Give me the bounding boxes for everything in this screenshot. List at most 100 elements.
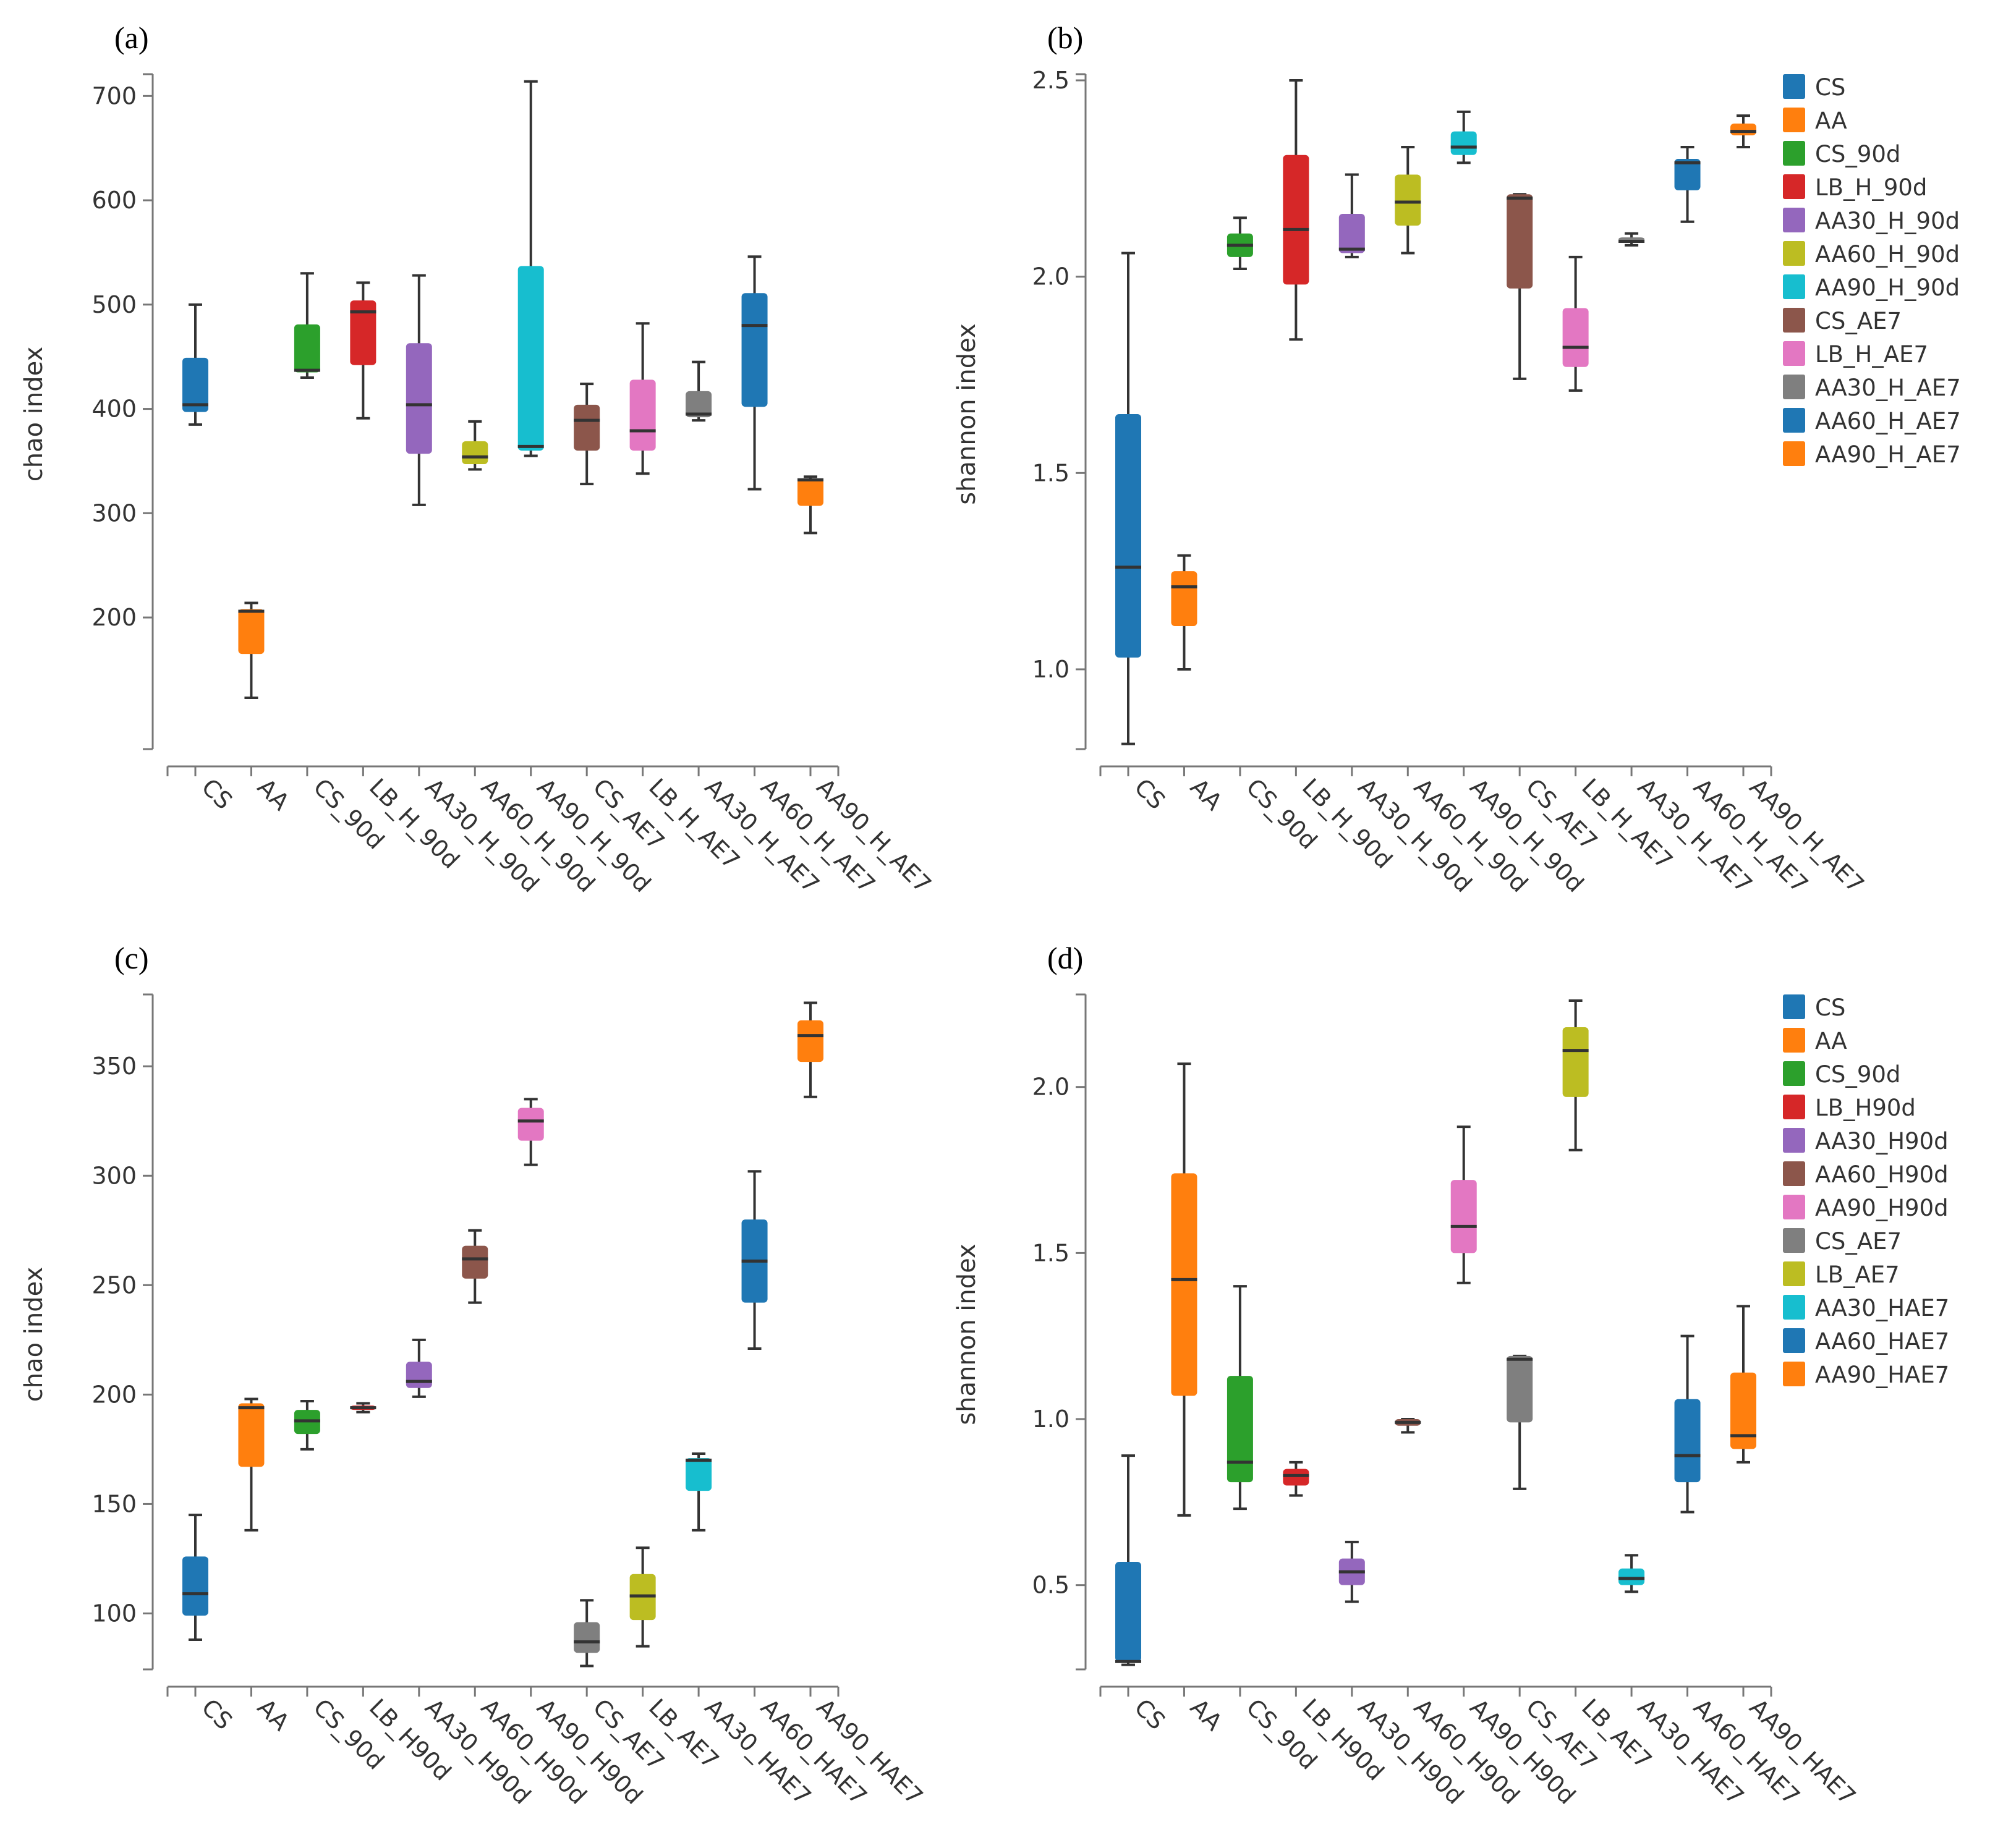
legend-swatch <box>1783 341 1805 366</box>
box-CS <box>182 1514 208 1641</box>
x-tick-label: AA <box>252 1693 295 1736</box>
box-body <box>1507 194 1533 289</box>
box-LB_AE7 <box>629 1546 656 1648</box>
legend-label: AA60_HAE7 <box>1815 1328 1949 1355</box>
box-AA <box>238 1397 265 1532</box>
y-axis-title: chao index <box>20 347 48 481</box>
box-LB_H_90d <box>1283 79 1309 341</box>
box-CS_AE7 <box>1507 1354 1533 1490</box>
box-body <box>182 1556 208 1616</box>
legend-swatch <box>1783 308 1805 333</box>
box-AA60_H_90d <box>1395 146 1421 255</box>
box-AA30_H90d <box>406 1338 432 1398</box>
y-tick-label: 2.5 <box>1032 67 1069 94</box>
box-body <box>1171 571 1197 627</box>
legend-swatch <box>1783 375 1805 399</box>
box-body <box>406 343 432 454</box>
box-body <box>1395 174 1421 226</box>
legend-label: LB_H_AE7 <box>1815 341 1928 368</box>
box-body <box>462 1245 488 1279</box>
legend-swatch <box>1783 1028 1805 1053</box>
legend-label: AA <box>1815 1028 1847 1054</box>
legend-label: AA90_H_AE7 <box>1815 441 1961 468</box>
box-body <box>1674 1399 1701 1483</box>
box-CS_90d <box>1227 216 1253 270</box>
box-AA30_HAE7 <box>686 1452 712 1532</box>
y-tick-label: 500 <box>91 291 137 318</box>
box-body <box>1450 1180 1477 1253</box>
legend-label: AA30_H90d <box>1815 1128 1949 1155</box>
y-tick-label: 0.5 <box>1032 1572 1069 1599</box>
legend-label: AA30_H_90d <box>1815 208 1960 234</box>
box-body <box>182 357 208 412</box>
box-body <box>294 324 320 373</box>
legend-swatch <box>1783 1261 1805 1286</box>
box-AA30_H_AE7 <box>1618 232 1645 247</box>
x-tick-label: AA <box>1185 1693 1228 1736</box>
legend-label: CS_90d <box>1815 1061 1900 1088</box>
box-CS_AE7 <box>1507 193 1533 380</box>
box-AA60_HAE7 <box>741 1170 768 1350</box>
legend-swatch <box>1783 1128 1805 1153</box>
legend-swatch <box>1783 1195 1805 1219</box>
box-AA60_H90d <box>462 1229 488 1304</box>
box-AA90_H_90d <box>1450 110 1477 164</box>
legend-swatch <box>1783 1328 1805 1353</box>
box-body <box>1730 1372 1756 1449</box>
box-body <box>1507 1355 1533 1423</box>
box-AA60_H_AE7 <box>741 255 768 491</box>
box-AA30_H_90d <box>1338 173 1365 258</box>
legend-label: CS_90d <box>1815 141 1900 167</box>
legend-swatch <box>1783 274 1805 299</box>
box-body <box>1562 1027 1589 1097</box>
box-body <box>1227 1376 1253 1483</box>
legend-swatch <box>1783 108 1805 132</box>
y-tick-label: 350 <box>91 1053 137 1080</box>
legend-swatch <box>1783 141 1805 166</box>
box-CS_AE7 <box>574 1599 600 1668</box>
box-CS <box>182 303 208 426</box>
legend-swatch <box>1783 1061 1805 1086</box>
legend-label: AA90_H90d <box>1815 1195 1949 1221</box>
legend-swatch <box>1783 241 1805 266</box>
y-tick-label: 600 <box>91 187 137 214</box>
box-body <box>1283 155 1309 285</box>
y-tick-label: 2.0 <box>1032 1074 1069 1101</box>
box-CS_90d <box>294 272 320 379</box>
box-body <box>686 391 712 418</box>
box-AA90_HAE7 <box>1730 1305 1756 1464</box>
y-tick-label: 700 <box>91 82 137 109</box>
y-axis-title: shannon index <box>953 323 981 504</box>
x-tick-label: AA <box>252 773 295 816</box>
box-CS_AE7 <box>574 383 600 486</box>
y-axis-title: chao index <box>20 1267 48 1402</box>
legend-swatch <box>1783 408 1805 433</box>
legend-label: AA90_H_90d <box>1815 274 1960 301</box>
box-AA90_H_90d <box>517 80 544 457</box>
legend-label: LB_AE7 <box>1815 1261 1900 1288</box>
legend-label: AA30_H_AE7 <box>1815 375 1961 401</box>
box-body <box>517 1108 544 1141</box>
panel-label: (b) <box>1047 20 1083 55</box>
box-CS_90d <box>1227 1285 1253 1511</box>
box-body <box>1562 308 1589 367</box>
box-LB_AE7 <box>1562 999 1589 1151</box>
legend-label: AA30_HAE7 <box>1815 1295 1949 1321</box>
box-AA60_HAE7 <box>1674 1334 1701 1514</box>
y-tick-label: 300 <box>91 1162 137 1189</box>
y-tick-label: 1.5 <box>1032 459 1069 486</box>
box-AA90_HAE7 <box>797 1001 823 1098</box>
box-AA <box>1171 1062 1197 1517</box>
panel-label: (a) <box>114 20 149 55</box>
box-AA90_H90d <box>517 1098 544 1166</box>
legend-label: AA60_H90d <box>1815 1161 1949 1188</box>
legend-swatch <box>1783 1161 1805 1186</box>
box-CS <box>1115 252 1141 745</box>
y-axis-title: shannon index <box>953 1244 981 1425</box>
box-body <box>238 609 265 655</box>
box-AA <box>1171 554 1197 671</box>
x-tick-label: CS <box>196 1693 237 1735</box>
